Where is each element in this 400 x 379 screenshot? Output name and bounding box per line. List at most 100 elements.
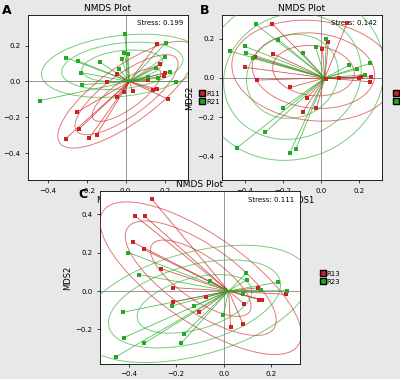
Point — [74, 109, 80, 115]
Point — [270, 51, 276, 57]
Point — [86, 135, 92, 141]
Point — [162, 70, 169, 76]
Point — [292, 146, 299, 152]
Point — [145, 77, 151, 83]
Text: Stress: 0.199: Stress: 0.199 — [137, 20, 183, 26]
Point — [157, 61, 163, 67]
Point — [163, 40, 169, 46]
Point — [358, 74, 364, 80]
Point — [286, 150, 293, 156]
Point — [240, 321, 246, 327]
Point — [121, 335, 127, 341]
Title: NMDS Plot: NMDS Plot — [176, 180, 224, 189]
Point — [241, 301, 247, 307]
Point — [368, 74, 374, 80]
Point — [63, 55, 70, 61]
Point — [228, 324, 234, 330]
Point — [300, 109, 306, 115]
Point — [166, 69, 173, 75]
Point — [284, 288, 290, 294]
Point — [262, 129, 268, 135]
Point — [226, 48, 233, 54]
Point — [135, 271, 142, 277]
Point — [242, 64, 248, 70]
Point — [94, 132, 100, 138]
Point — [125, 249, 132, 255]
Point — [74, 58, 81, 64]
Point — [258, 287, 264, 293]
Point — [129, 88, 136, 94]
Point — [97, 59, 103, 65]
Point — [234, 145, 240, 151]
Point — [366, 79, 373, 85]
Point — [220, 312, 226, 318]
X-axis label: MDS1: MDS1 — [96, 196, 120, 205]
Y-axis label: MDS2: MDS2 — [186, 86, 194, 110]
Point — [196, 309, 202, 315]
Point — [120, 309, 126, 315]
Point — [242, 43, 248, 49]
Point — [121, 50, 128, 56]
Point — [203, 294, 210, 300]
Point — [141, 340, 148, 346]
Point — [206, 277, 213, 283]
Point — [154, 86, 160, 92]
Point — [161, 54, 168, 60]
Point — [76, 126, 82, 132]
Text: Stress: 0.142: Stress: 0.142 — [331, 20, 377, 26]
Text: A: A — [2, 4, 12, 17]
Point — [269, 20, 275, 27]
Point — [243, 50, 249, 56]
Point — [253, 21, 259, 27]
Point — [313, 105, 320, 111]
Point — [299, 50, 306, 56]
Point — [178, 340, 184, 346]
Point — [125, 51, 131, 57]
Point — [173, 79, 180, 85]
Point — [170, 285, 176, 291]
Point — [169, 303, 175, 309]
Point — [36, 98, 43, 104]
Point — [161, 73, 167, 79]
Point — [325, 39, 332, 45]
Point — [254, 77, 260, 83]
Point — [149, 196, 155, 202]
Point — [240, 291, 246, 297]
Text: Stress: 0.111: Stress: 0.111 — [248, 197, 294, 202]
Legend: R13, R23: R13, R23 — [321, 271, 340, 285]
Point — [323, 36, 330, 42]
Point — [344, 20, 350, 27]
Point — [113, 354, 119, 360]
Point — [116, 66, 122, 72]
Point — [140, 246, 147, 252]
Point — [78, 70, 84, 76]
Point — [336, 75, 342, 81]
Point — [142, 213, 148, 219]
Point — [367, 60, 374, 66]
Y-axis label: MDS2: MDS2 — [64, 266, 72, 290]
Point — [191, 303, 197, 309]
Point — [356, 75, 362, 81]
Point — [158, 266, 164, 272]
Point — [304, 95, 310, 101]
Point — [118, 56, 125, 62]
Point — [62, 136, 69, 142]
Point — [244, 277, 250, 283]
Legend: R12, R22: R12, R22 — [394, 91, 400, 105]
Point — [114, 94, 120, 100]
Legend: R11, R21: R11, R21 — [200, 91, 220, 105]
Point — [354, 66, 360, 72]
X-axis label: MDS1: MDS1 — [290, 196, 314, 205]
Point — [153, 65, 159, 71]
Point — [165, 96, 171, 102]
Point — [130, 239, 136, 245]
Point — [250, 55, 256, 61]
Text: B: B — [200, 4, 210, 17]
Point — [243, 270, 250, 276]
Point — [274, 279, 281, 285]
Point — [346, 62, 352, 68]
Point — [114, 71, 120, 77]
Point — [154, 75, 161, 81]
Point — [275, 37, 282, 43]
Point — [132, 213, 138, 219]
